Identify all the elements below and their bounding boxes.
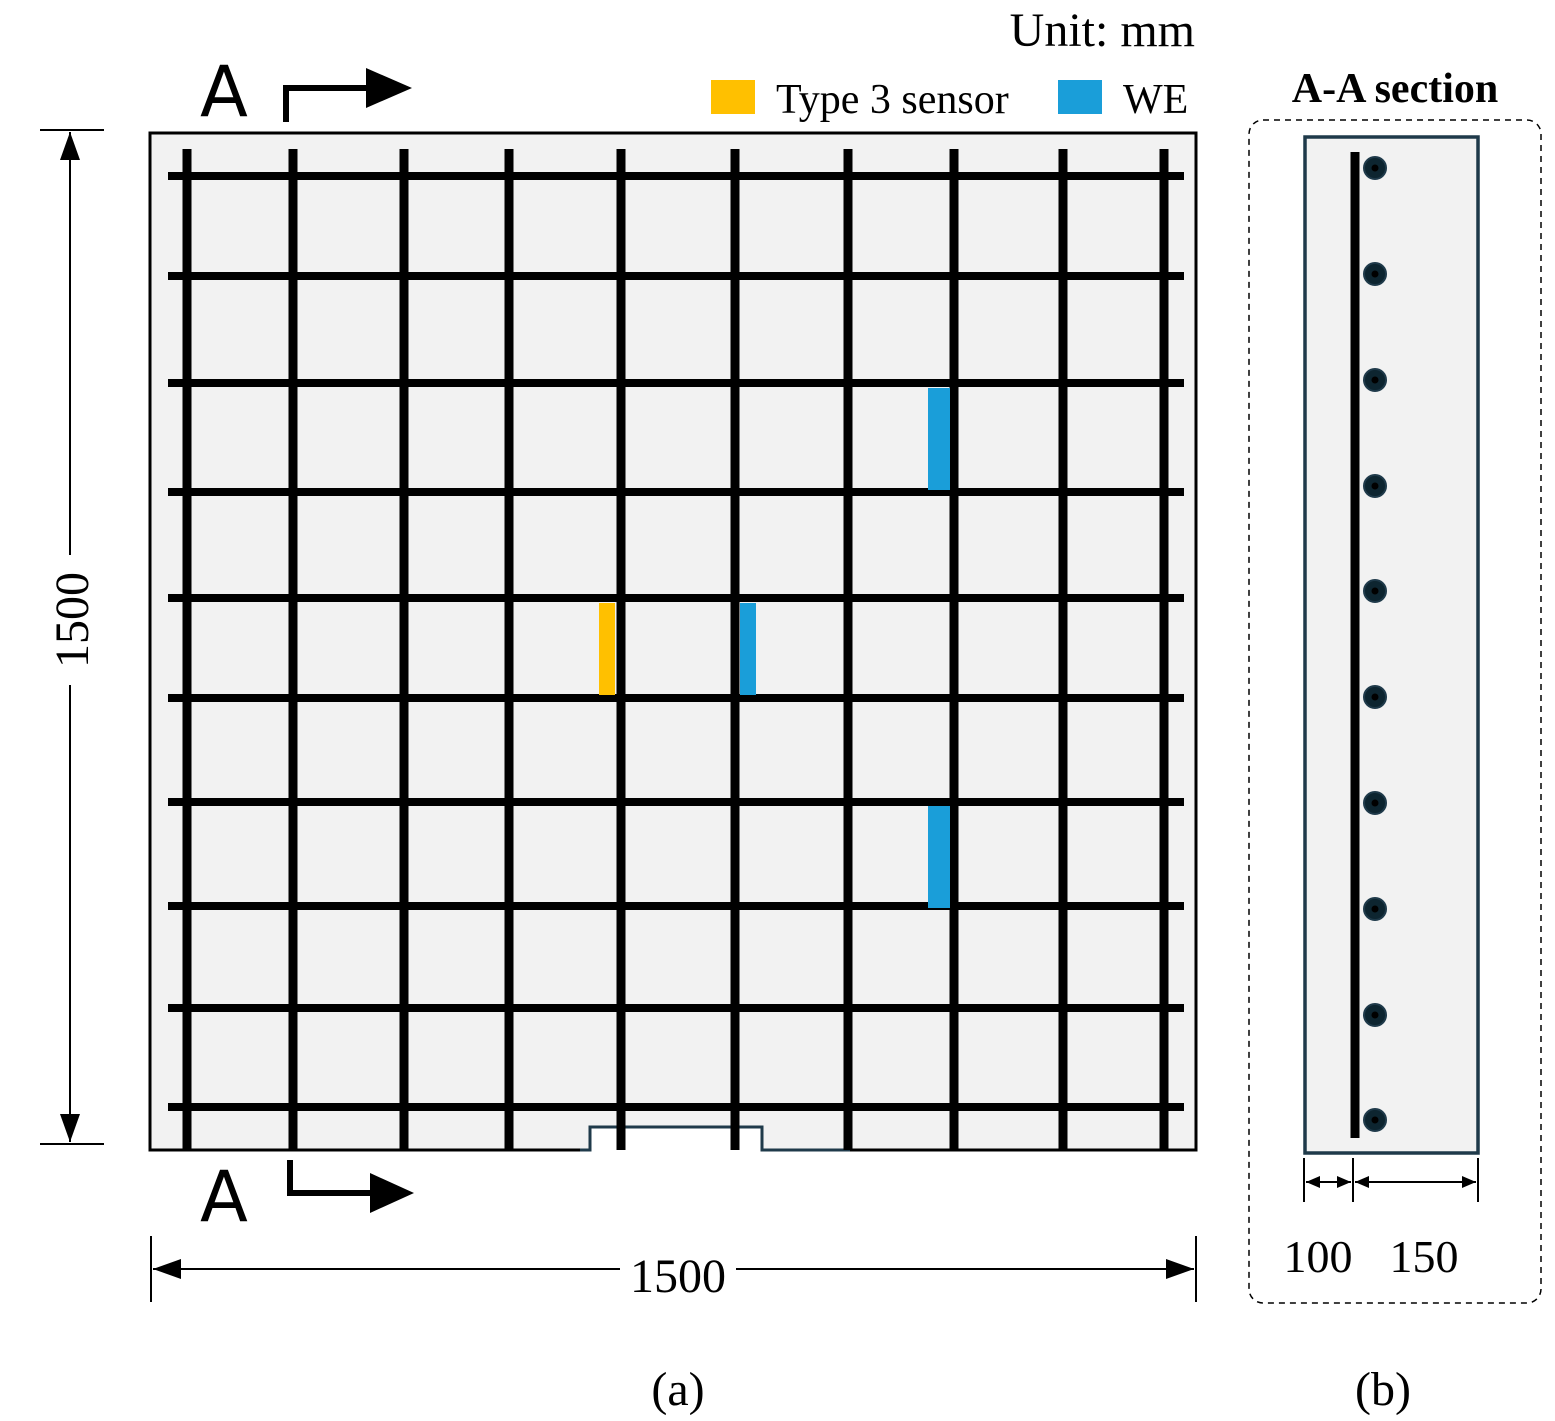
section-mark-top: A xyxy=(200,51,248,133)
section-outline xyxy=(1303,135,1480,1155)
dimension-height: 1500 xyxy=(40,129,104,1145)
legend-swatch-type3-sensor xyxy=(711,80,755,114)
legend-label-type3-sensor: Type 3 sensor xyxy=(776,77,1009,123)
section-mark-bottom: A xyxy=(200,1156,248,1238)
we-marker-middle xyxy=(740,603,756,695)
legend-swatch-we xyxy=(1058,80,1102,114)
section-rebar-dot-core xyxy=(1371,482,1379,490)
section-rebar-dot-core xyxy=(1371,270,1379,278)
type3-sensor-marker xyxy=(599,603,615,695)
section-rebar-dots xyxy=(1363,156,1387,1132)
we-marker-upper xyxy=(928,388,950,490)
section-dimensions: 100 150 xyxy=(1284,1158,1479,1282)
dimension-width-label: 1500 xyxy=(630,1250,726,1303)
dimension-height-label: 1500 xyxy=(46,572,99,668)
unit-label: Unit: mm xyxy=(1010,4,1195,57)
section-arrow-bottom xyxy=(287,1160,414,1213)
section-rebar-dot-core xyxy=(1371,799,1379,807)
caption-a: (a) xyxy=(651,1363,704,1416)
legend: Type 3 sensor WE xyxy=(711,77,1188,123)
section-arrow-top xyxy=(283,68,412,122)
slab-outline xyxy=(148,131,1198,1152)
plan-view: A A 1500 1500 xyxy=(40,51,1198,1416)
caption-b: (b) xyxy=(1355,1363,1411,1416)
section-dimension-right: 150 xyxy=(1390,1231,1459,1282)
section-rebar-dot-core xyxy=(1371,1116,1379,1124)
section-view: A-A section 100 150 (b) xyxy=(1248,66,1542,1416)
section-rebar-dot-core xyxy=(1371,905,1379,913)
section-rebar-dot-core xyxy=(1371,587,1379,595)
dimension-width: 1500 xyxy=(150,1236,1197,1303)
legend-label-we: WE xyxy=(1123,77,1188,123)
we-marker-lower xyxy=(928,806,950,908)
section-frame-dashed xyxy=(1248,119,1542,1304)
section-rebar-dot-core xyxy=(1371,376,1379,384)
section-rebar-dot-core xyxy=(1371,1011,1379,1019)
rebar-grid xyxy=(168,149,1184,1150)
section-rebar-dot-core xyxy=(1371,693,1379,701)
section-rebar-dot-core xyxy=(1371,164,1379,172)
section-dimension-left: 100 xyxy=(1284,1231,1353,1282)
section-title: A-A section xyxy=(1292,66,1498,112)
slab-notch xyxy=(580,1125,850,1152)
